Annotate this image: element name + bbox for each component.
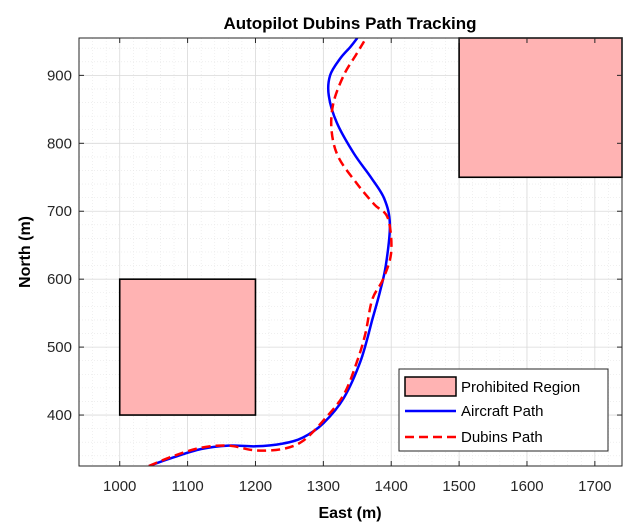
x-tick-label: 1500 [442, 478, 475, 495]
x-tick-label: 1300 [307, 478, 340, 495]
prohibited-regions [118, 37, 623, 416]
y-tick-label: 500 [47, 339, 72, 356]
legend-label-aircraft-path: Aircraft Path [461, 403, 544, 420]
x-tick-label: 1400 [375, 478, 408, 495]
y-axis-label: North (m) [17, 216, 34, 288]
x-tick-label: 1100 [171, 478, 203, 495]
x-tick-label: 1700 [578, 478, 611, 495]
legend-label-dubins-path: Dubins Path [461, 429, 543, 446]
x-axis-label: East (m) [318, 505, 381, 522]
axis-ticks: 1000 1100 1200 1300 1400 1500 1600 1700 400 500 60… [47, 38, 622, 495]
series-lines [148, 38, 393, 466]
legend-swatch-prohibited-region [404, 376, 457, 397]
chart-title: Autopilot Dubins Path Tracking [223, 14, 476, 33]
x-tick-label: 1200 [239, 478, 272, 495]
x-tick-label: 1000 [103, 478, 136, 495]
prohibited-region-1 [118, 278, 257, 416]
x-tick-label: 1600 [510, 478, 543, 495]
y-tick-label: 800 [47, 135, 72, 152]
y-tick-label: 400 [47, 407, 72, 424]
legend-label-prohibited-region: Prohibited Region [461, 379, 580, 396]
y-tick-label: 700 [47, 203, 72, 220]
axes-box [78, 37, 623, 467]
series-line-aircraft-path [148, 38, 392, 466]
legend: Prohibited Region Aircraft Path Dubins P… [398, 368, 609, 452]
prohibited-region-2 [458, 37, 623, 179]
series-line-dubins-path [148, 40, 393, 466]
y-tick-label: 600 [47, 271, 72, 288]
y-tick-label: 900 [47, 67, 72, 84]
